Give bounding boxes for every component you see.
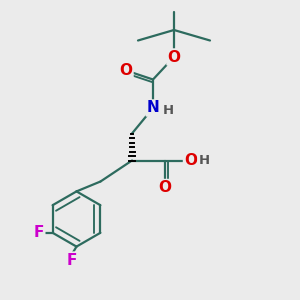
- Text: O: O: [119, 63, 133, 78]
- Text: O: O: [184, 153, 197, 168]
- Text: H: H: [162, 104, 174, 117]
- Text: F: F: [67, 253, 77, 268]
- Text: O: O: [167, 50, 181, 64]
- Text: H: H: [198, 154, 210, 167]
- Text: O: O: [158, 180, 172, 195]
- Text: N: N: [147, 100, 159, 116]
- Text: F: F: [34, 225, 44, 240]
